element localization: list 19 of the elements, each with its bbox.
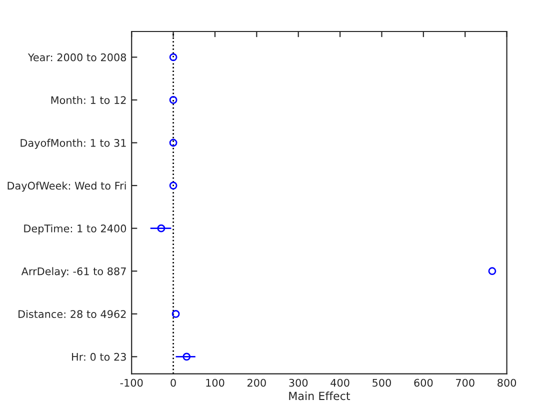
x-axis-title: Main Effect [289, 392, 350, 400]
x-tick-label: 300 [289, 378, 308, 387]
y-tick-label: Hr: 0 to 23 [72, 352, 126, 361]
x-tick-label: -100 [120, 378, 143, 387]
x-tick-label: 800 [498, 378, 516, 387]
x-tick-label: 0 [170, 378, 176, 387]
y-tick-label: Year: 2000 to 2008 [28, 53, 126, 62]
y-tick-label: ArrDelay: -61 to 887 [21, 267, 126, 278]
x-tick-label: 400 [330, 378, 350, 387]
x-tick-label: 500 [372, 378, 391, 387]
x-tick-label: 700 [456, 378, 474, 387]
x-tick-label: 100 [206, 378, 224, 387]
y-tick-label: DayOfWeek: Wed to Fri [8, 182, 126, 192]
y-tick-label: Distance: 28 to 4962 [18, 310, 126, 318]
y-tick-label: DayofMonth: 1 to 31 [20, 138, 126, 149]
y-tick-label: DepTime: 1 to 2400 [24, 224, 126, 234]
x-tick-label: 600 [414, 378, 433, 387]
y-tick-label: Month: 1 to 12 [51, 96, 126, 104]
x-tick-label: 200 [247, 378, 266, 387]
